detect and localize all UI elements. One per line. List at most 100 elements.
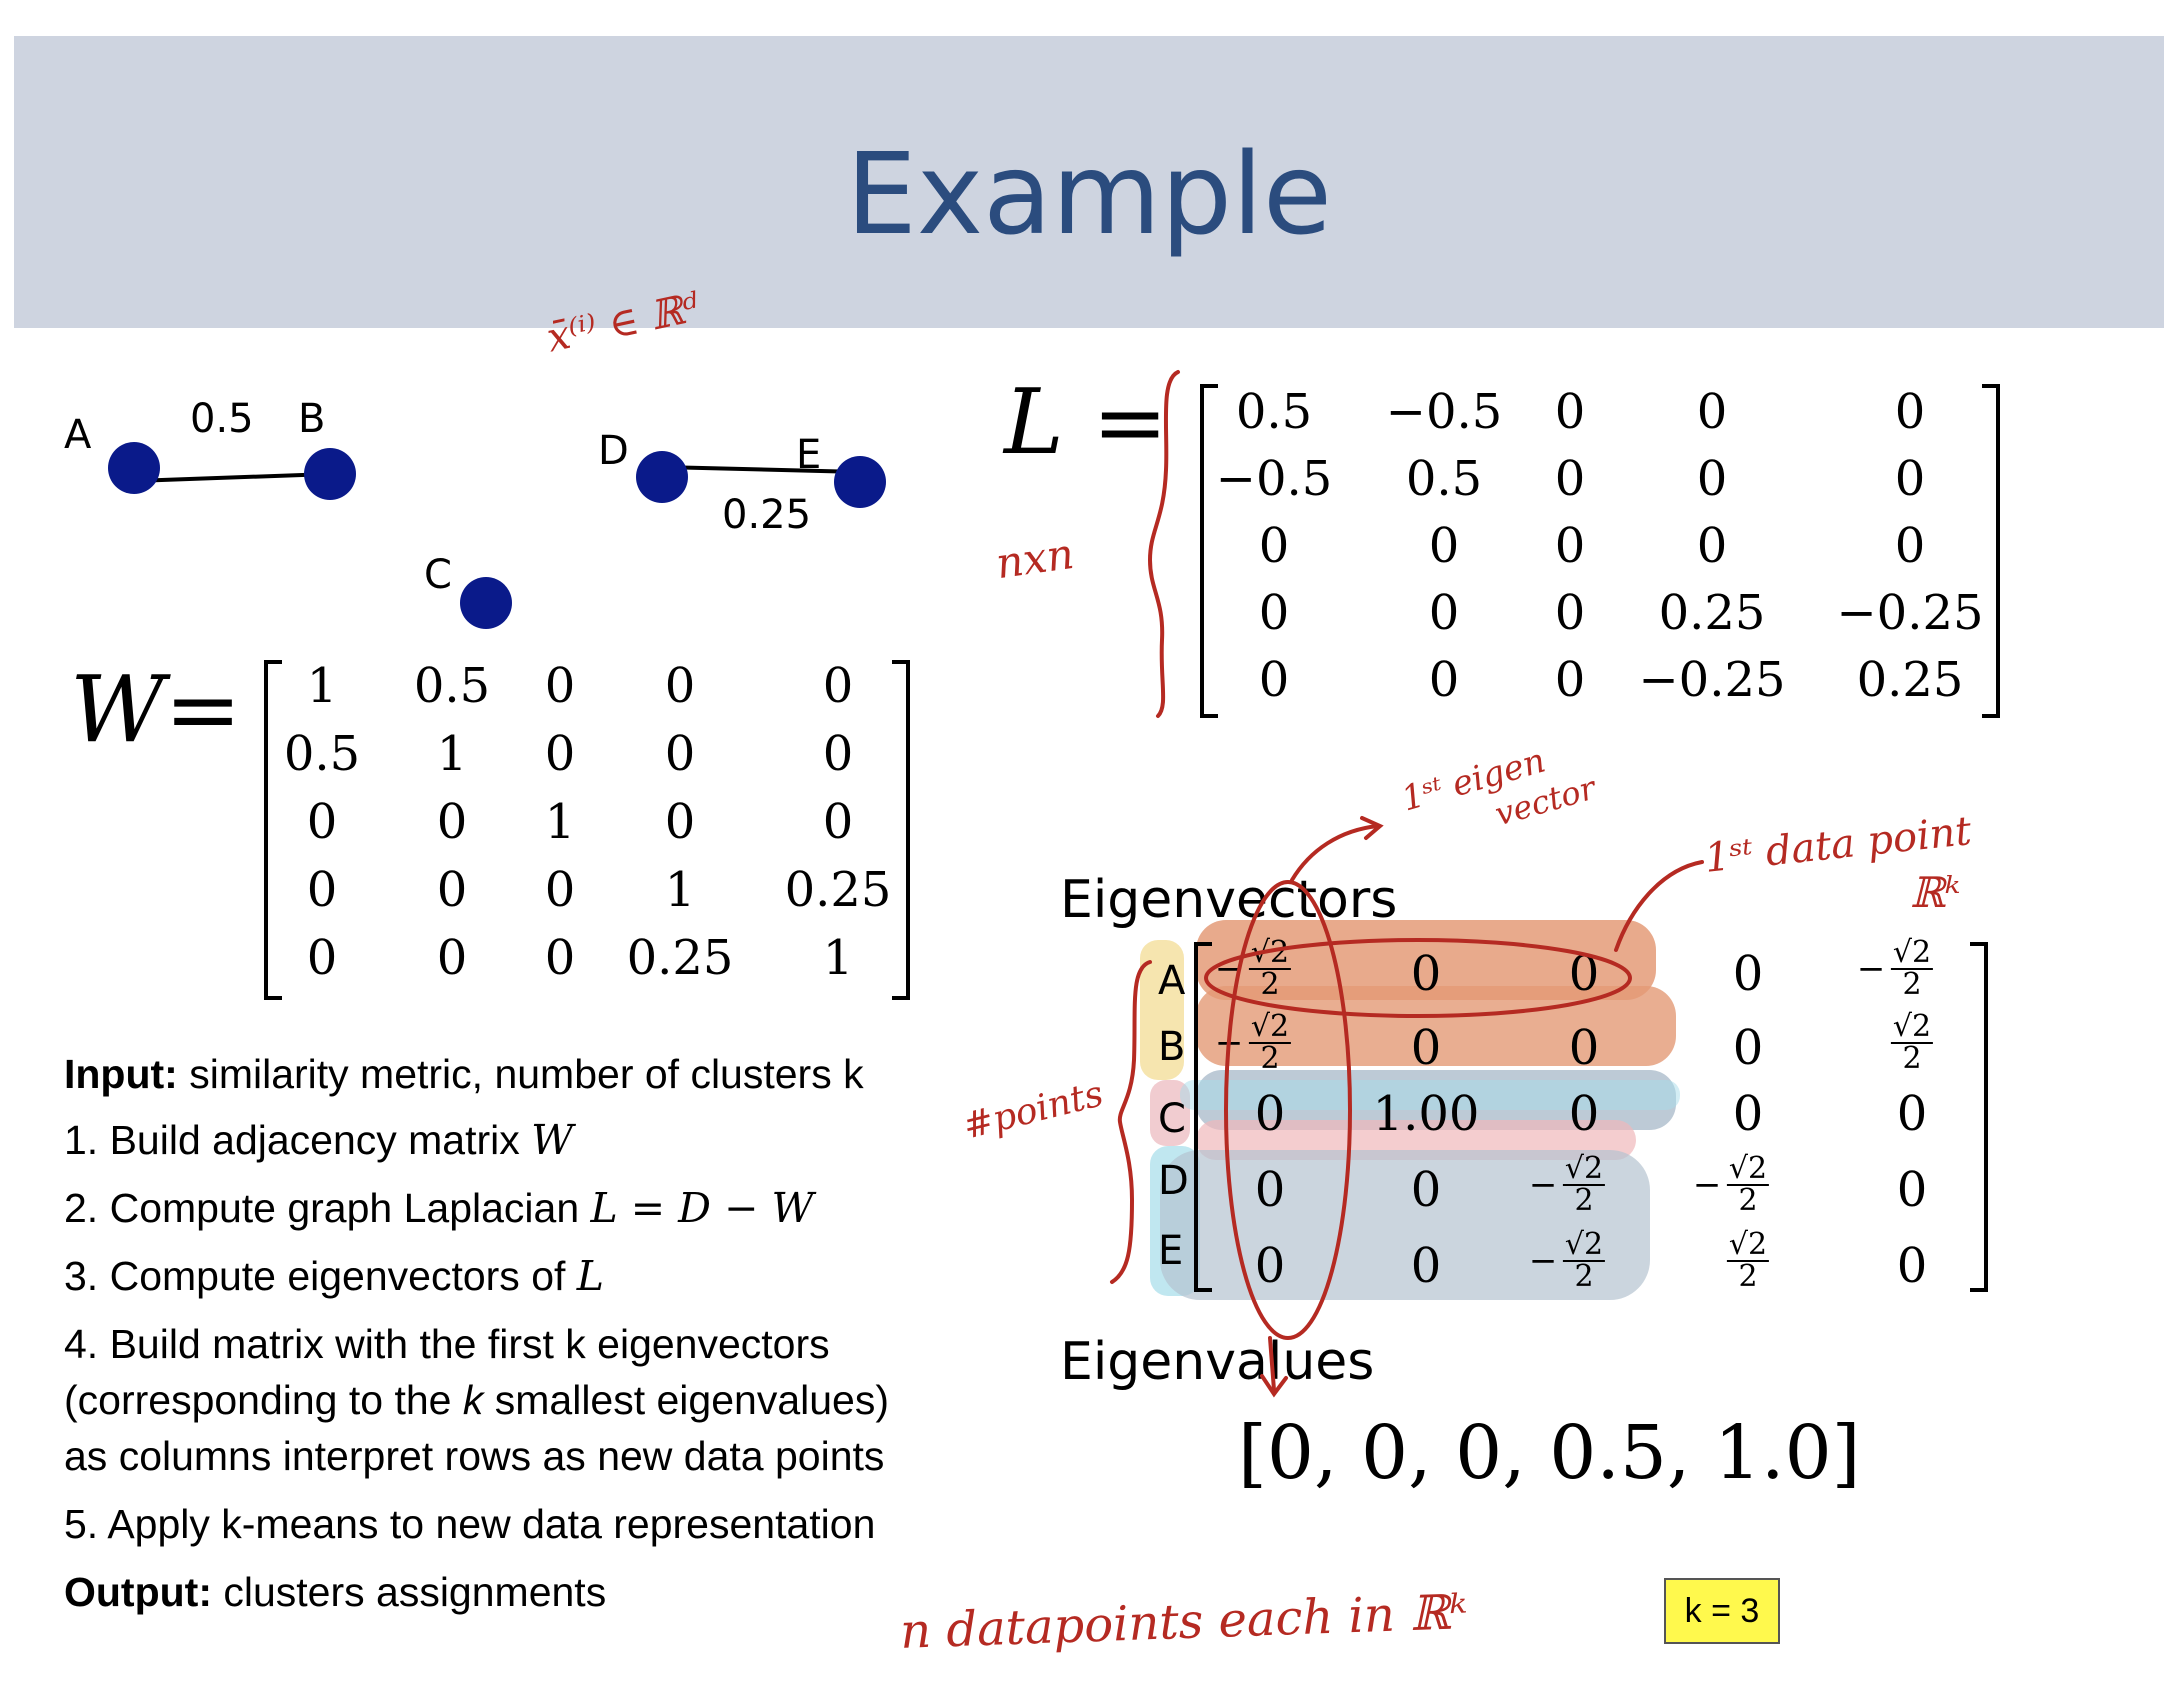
fraction-denominator: 2	[1574, 1259, 1594, 1294]
w-matrix-cell: 1	[306, 658, 338, 714]
w-matrix-cell: 0	[664, 794, 696, 850]
l-matrix-cell: 0	[1554, 652, 1586, 708]
eigen-matrix-fraction: − √2 2	[1857, 935, 1934, 1002]
eigen-matrix-fraction: √2 2	[1726, 1227, 1770, 1292]
ink-rk: ℝᵏ	[1910, 868, 1961, 917]
algorithm-steps: Input: similarity metric, number of clus…	[64, 1046, 1024, 1620]
l-matrix-cell: 0.5	[1235, 384, 1313, 440]
eigen-matrix-fraction: − √2 2	[1693, 1151, 1770, 1218]
l-matrix-cell: −0.5	[1215, 451, 1333, 507]
step-2-math: L = D − W	[590, 1184, 814, 1232]
w-matrix-cell: 0	[436, 930, 468, 986]
step-3: 3. Compute eigenvectors of L	[64, 1248, 1024, 1304]
input-line: Input: similarity metric, number of clus…	[64, 1046, 1024, 1102]
eigen-matrix-cell: 0	[1896, 1086, 1928, 1142]
node-d	[636, 451, 688, 503]
node-label-a: A	[64, 412, 92, 458]
minus-sign: −	[1856, 949, 1886, 989]
l-matrix-cell: 0	[1428, 652, 1460, 708]
step-1-text: 1. Build adjacency matrix	[64, 1117, 532, 1163]
w-matrix-cell: 0	[664, 658, 696, 714]
edge-weight-d-e: 0.25	[722, 492, 812, 538]
eigen-matrix-cell: 0	[1254, 1086, 1286, 1142]
minus-sign: −	[1528, 1165, 1558, 1205]
w-matrix-cell: 1	[664, 862, 696, 918]
fraction-numerator: √2	[1726, 1151, 1770, 1186]
eigen-matrix-cell: 0	[1410, 1020, 1442, 1076]
l-matrix-cell: 0.25	[1856, 652, 1964, 708]
w-matrix-cell: 0	[306, 930, 338, 986]
w-matrix-cell: 1	[822, 930, 854, 986]
l-matrix-cell: 0	[1894, 518, 1926, 574]
eigen-matrix-cell: 0	[1568, 1020, 1600, 1076]
eigen-matrix-cell: 0	[1410, 1238, 1442, 1294]
node-a	[108, 442, 160, 494]
eigen-matrix-cell: 0	[1732, 1020, 1764, 1076]
output-label: Output:	[64, 1569, 212, 1615]
node-label-d: D	[598, 428, 629, 474]
l-matrix-cell: 0	[1258, 585, 1290, 641]
l-matrix-cell: 0	[1554, 384, 1586, 440]
l-matrix-cell: 0.25	[1658, 585, 1766, 641]
fraction-denominator: 2	[1902, 967, 1922, 1002]
step-4-k: k	[462, 1377, 484, 1423]
eigen-matrix-cell: 1.00	[1372, 1086, 1480, 1142]
l-matrix-cell: −0.25	[1638, 652, 1786, 708]
w-matrix-cell: 0	[544, 726, 576, 782]
w-matrix-cell: 1	[436, 726, 468, 782]
step-3-math: L	[576, 1252, 605, 1300]
eigen-row-label: B	[1158, 1024, 1186, 1070]
minus-sign: −	[1528, 1241, 1558, 1281]
eigen-matrix-fraction: − √2 2	[1529, 1151, 1606, 1218]
w-matrix-label: W=	[70, 656, 242, 763]
fraction-denominator: 2	[1738, 1183, 1758, 1218]
eigen-matrix-cell: 0	[1568, 1086, 1600, 1142]
step-1-math: W	[531, 1116, 574, 1164]
eigen-matrix-cell: 0	[1254, 1162, 1286, 1218]
eigen-matrix-cell: 0	[1896, 1162, 1928, 1218]
w-matrix-cell: 0.5	[283, 726, 361, 782]
node-e	[834, 456, 886, 508]
l-matrix-cell: 0	[1428, 518, 1460, 574]
w-matrix-cell: 0	[544, 930, 576, 986]
output-line: Output: clusters assignments	[64, 1564, 1024, 1620]
w-matrix-cell: 1	[544, 794, 576, 850]
eigenvalues-heading: Eigenvalues	[1060, 1332, 1375, 1392]
l-matrix-cell: −0.25	[1836, 585, 1984, 641]
eigen-row-label: D	[1158, 1158, 1189, 1204]
eigen-matrix-cell: 0	[1410, 946, 1442, 1002]
step-4-line-3: as columns interpret rows as new data po…	[64, 1433, 885, 1479]
w-matrix-cell: 0	[544, 658, 576, 714]
eigen-row-label: C	[1158, 1096, 1186, 1142]
fraction-numerator: √2	[1562, 1151, 1606, 1186]
node-c	[460, 577, 512, 629]
w-matrix-cell: 0	[436, 862, 468, 918]
fraction-numerator: √2	[1890, 1009, 1934, 1044]
eigen-matrix-cell: 0	[1410, 1162, 1442, 1218]
fraction-numerator: √2	[1248, 1009, 1292, 1044]
fraction-denominator: 2	[1574, 1183, 1594, 1218]
l-matrix-cell: 0	[1554, 518, 1586, 574]
w-matrix-cell: 0.25	[784, 862, 892, 918]
fraction-numerator: √2	[1726, 1227, 1770, 1262]
eigen-matrix-cell: 0	[1254, 1238, 1286, 1294]
w-matrix-cell: 0	[306, 794, 338, 850]
l-matrix-cell: 0.5	[1405, 451, 1483, 507]
slide-title: Example	[846, 130, 1332, 260]
node-label-b: B	[298, 396, 326, 442]
l-matrix-cell: 0	[1696, 451, 1728, 507]
edge-weight-a-b: 0.5	[190, 396, 254, 442]
eigen-row-label: A	[1158, 958, 1186, 1004]
title-band	[14, 36, 2164, 328]
step-5: 5. Apply k-means to new data representat…	[64, 1501, 876, 1547]
step-4-line-1: 4. Build matrix with the first k eigenve…	[64, 1321, 830, 1367]
step-4-line-2: (corresponding to the k smallest eigenva…	[64, 1372, 1024, 1428]
fraction-denominator: 2	[1902, 1041, 1922, 1076]
edge-a-b	[133, 472, 331, 483]
fraction-numerator: √2	[1562, 1227, 1606, 1262]
fraction-numerator: √2	[1890, 935, 1934, 970]
input-text: similarity metric, number of clusters k	[177, 1051, 864, 1097]
